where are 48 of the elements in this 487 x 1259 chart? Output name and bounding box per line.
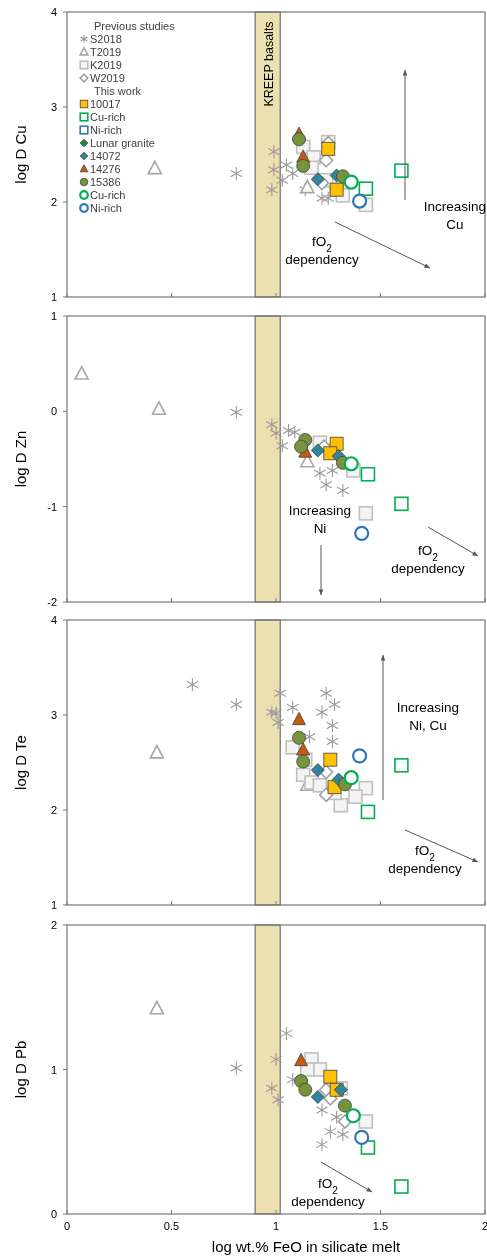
y-axis-title: log D Cu (12, 125, 29, 184)
y-tick-label: 1 (50, 291, 57, 303)
annotation: fO$_{2}$ dependency (291, 1176, 366, 1209)
legend-label: Ni-rich (90, 202, 122, 214)
x-tick-label: 0 (63, 1220, 71, 1232)
y-tick-label: 2 (50, 196, 57, 208)
y-tick-label: -2 (47, 596, 57, 608)
band-label: KREEP basalts (261, 21, 276, 107)
x-tick-label: 0.5 (163, 1220, 180, 1232)
legend-label: Lunar granite (90, 137, 155, 149)
legend-label: Ni-rich (90, 124, 122, 136)
annotation: fO$_{2}$ dependency (391, 543, 466, 576)
y-tick-label: 0 (50, 1208, 57, 1220)
legend-label: Cu-rich (90, 189, 126, 201)
legend-label: 14276 (90, 163, 121, 175)
annotation: Increasing Ni, Cu (396, 700, 460, 733)
legend-label: Cu-rich (90, 111, 126, 123)
legend-label: W2019 (90, 72, 125, 84)
annotation: fO$_{2}$ dependency (285, 234, 360, 267)
y-tick-label: 2 (50, 804, 57, 816)
y-tick-label: -1 (47, 500, 57, 513)
y-tick-label: 4 (50, 6, 57, 18)
annotation: fO$_{2}$ dependency (388, 843, 463, 876)
legend-title: Previous studies (94, 20, 176, 32)
y-tick-label: 0 (50, 405, 57, 418)
legend-label: 15386 (90, 176, 121, 188)
y-tick-label: 1 (50, 899, 57, 911)
y-tick-label: 3 (50, 101, 57, 113)
y-tick-label: 1 (50, 1063, 57, 1076)
y-tick-label: 1 (50, 310, 57, 322)
legend-label: K2019 (90, 59, 122, 71)
y-tick-label: 2 (50, 919, 57, 931)
legend-label: S2018 (90, 33, 122, 45)
x-tick-label: 2 (481, 1220, 487, 1232)
y-axis-title: log D Te (12, 735, 29, 790)
x-tick-label: 1 (272, 1220, 280, 1232)
annotation: This work (94, 85, 142, 97)
annotation: Increasing Cu (423, 199, 487, 232)
y-tick-label: 4 (50, 614, 57, 626)
annotation: Increasing Ni (288, 503, 352, 536)
legend-label: 14072 (90, 150, 121, 162)
x-axis-title: log wt.% FeO in silicate melt (211, 1238, 402, 1255)
y-tick-label: 3 (50, 709, 57, 721)
legend-label: T2019 (90, 46, 122, 58)
legend-label: 10017 (90, 98, 121, 110)
y-axis-title: log D Zn (12, 430, 29, 488)
y-axis-title: log D Pb (12, 1040, 29, 1099)
x-tick-label: 1.5 (372, 1220, 389, 1232)
